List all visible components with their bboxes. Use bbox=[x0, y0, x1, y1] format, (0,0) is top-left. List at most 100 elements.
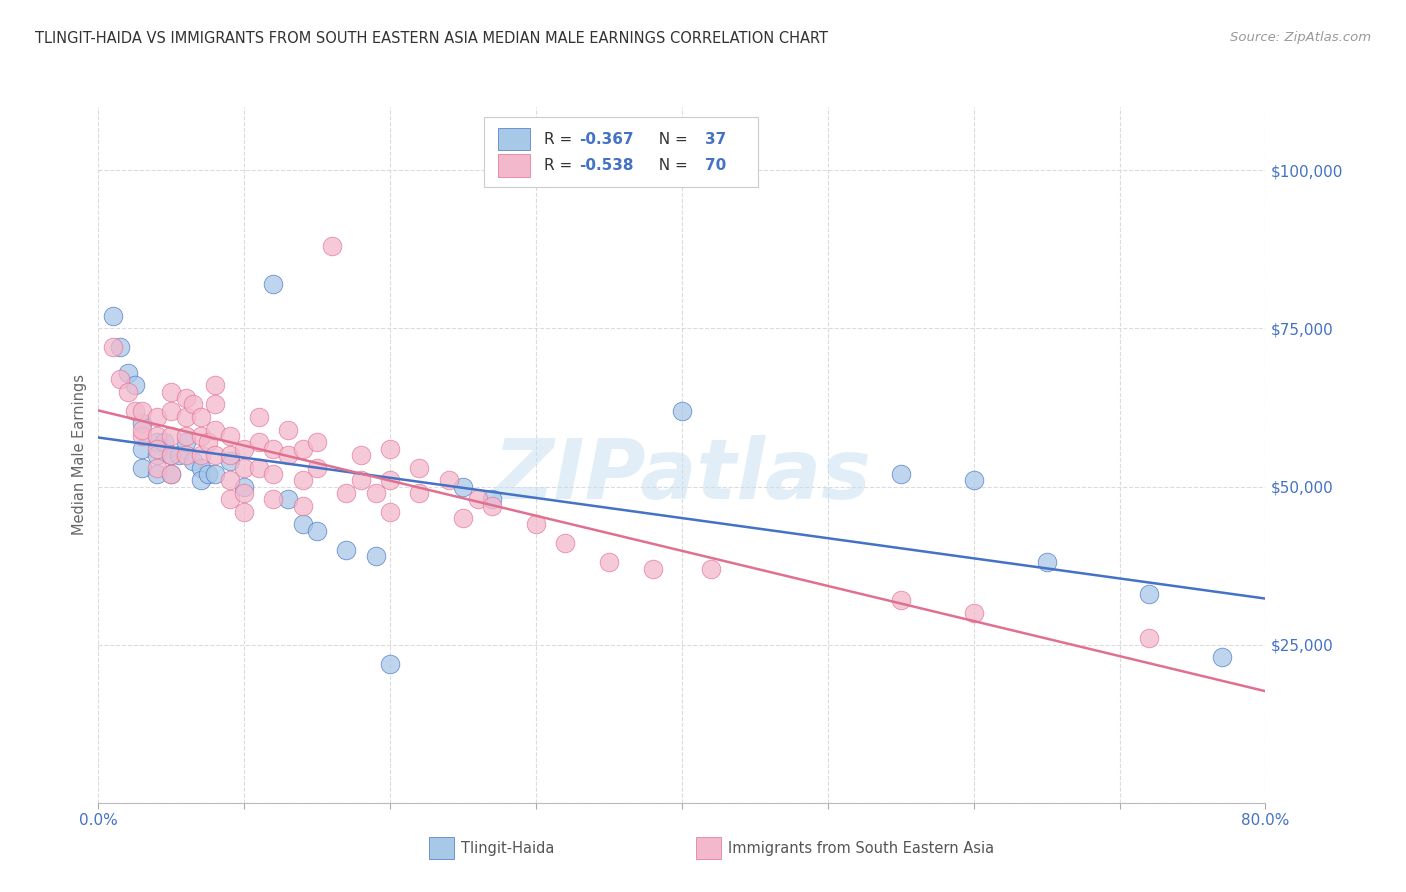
Point bbox=[291, 473, 314, 487]
Point bbox=[378, 505, 402, 519]
Point bbox=[277, 423, 299, 437]
Point bbox=[160, 429, 183, 443]
Point bbox=[408, 460, 430, 475]
Text: -0.367: -0.367 bbox=[579, 131, 634, 146]
Point bbox=[131, 460, 153, 475]
Text: N =: N = bbox=[650, 158, 693, 173]
Point bbox=[131, 429, 153, 443]
Point bbox=[524, 517, 547, 532]
Point bbox=[117, 366, 139, 380]
Point bbox=[364, 486, 387, 500]
Point bbox=[378, 473, 402, 487]
Text: 37: 37 bbox=[706, 131, 727, 146]
Point bbox=[233, 460, 256, 475]
Point bbox=[190, 448, 212, 462]
Point bbox=[408, 486, 430, 500]
Point bbox=[890, 467, 912, 481]
Point bbox=[160, 467, 183, 481]
Point bbox=[124, 378, 146, 392]
Point bbox=[131, 442, 153, 456]
Point bbox=[641, 562, 664, 576]
Point bbox=[160, 384, 183, 399]
Point bbox=[218, 473, 240, 487]
Point bbox=[233, 486, 256, 500]
Point bbox=[671, 403, 693, 417]
Point bbox=[174, 409, 197, 424]
Point bbox=[890, 593, 912, 607]
Point bbox=[218, 454, 240, 468]
Point bbox=[481, 499, 503, 513]
Point bbox=[962, 606, 984, 620]
Point bbox=[247, 435, 270, 450]
Point bbox=[262, 442, 284, 456]
Point bbox=[291, 517, 314, 532]
Point bbox=[962, 473, 984, 487]
Point bbox=[1137, 632, 1160, 646]
Point bbox=[1211, 650, 1233, 665]
Point bbox=[160, 448, 183, 462]
Point bbox=[262, 277, 284, 292]
Point bbox=[197, 467, 219, 481]
Point bbox=[1137, 587, 1160, 601]
Point bbox=[218, 492, 240, 507]
Point bbox=[146, 435, 169, 450]
Point bbox=[204, 397, 226, 411]
Point bbox=[481, 492, 503, 507]
Point bbox=[247, 409, 270, 424]
Point bbox=[160, 467, 183, 481]
Point bbox=[218, 448, 240, 462]
Point bbox=[131, 417, 153, 431]
Point bbox=[1035, 556, 1057, 570]
Text: -0.538: -0.538 bbox=[579, 158, 634, 173]
Point bbox=[307, 435, 329, 450]
Point bbox=[190, 460, 212, 475]
Point bbox=[247, 460, 270, 475]
Point bbox=[291, 499, 314, 513]
Point bbox=[307, 460, 329, 475]
Point bbox=[174, 391, 197, 405]
Point bbox=[146, 429, 169, 443]
Point bbox=[146, 460, 169, 475]
Point bbox=[181, 454, 204, 468]
Point bbox=[190, 409, 212, 424]
Point bbox=[174, 448, 197, 462]
Point bbox=[437, 473, 460, 487]
Point bbox=[277, 448, 299, 462]
Point bbox=[378, 657, 402, 671]
Point bbox=[378, 442, 402, 456]
Point bbox=[335, 486, 357, 500]
FancyBboxPatch shape bbox=[498, 128, 530, 150]
Point bbox=[204, 378, 226, 392]
Point bbox=[167, 448, 190, 462]
Point bbox=[204, 467, 226, 481]
Point bbox=[146, 467, 169, 481]
Text: R =: R = bbox=[544, 131, 578, 146]
Point bbox=[467, 492, 489, 507]
Point bbox=[153, 435, 176, 450]
Text: Source: ZipAtlas.com: Source: ZipAtlas.com bbox=[1230, 31, 1371, 45]
Point bbox=[146, 409, 169, 424]
Point bbox=[307, 524, 329, 538]
Point bbox=[160, 448, 183, 462]
Point bbox=[321, 239, 343, 253]
Text: R =: R = bbox=[544, 158, 578, 173]
Point bbox=[181, 397, 204, 411]
Point bbox=[204, 423, 226, 437]
Point bbox=[101, 340, 124, 354]
Point bbox=[364, 549, 387, 563]
Point bbox=[174, 429, 197, 443]
Point bbox=[160, 403, 183, 417]
Point bbox=[335, 542, 357, 557]
Text: N =: N = bbox=[650, 131, 693, 146]
Point bbox=[190, 429, 212, 443]
FancyBboxPatch shape bbox=[498, 154, 530, 177]
Point bbox=[146, 442, 169, 456]
Point bbox=[197, 435, 219, 450]
Text: TLINGIT-HAIDA VS IMMIGRANTS FROM SOUTH EASTERN ASIA MEDIAN MALE EARNINGS CORRELA: TLINGIT-HAIDA VS IMMIGRANTS FROM SOUTH E… bbox=[35, 31, 828, 46]
Point bbox=[451, 511, 474, 525]
Point bbox=[204, 448, 226, 462]
Point bbox=[350, 448, 373, 462]
Point bbox=[131, 403, 153, 417]
Point bbox=[598, 556, 620, 570]
Point bbox=[262, 467, 284, 481]
